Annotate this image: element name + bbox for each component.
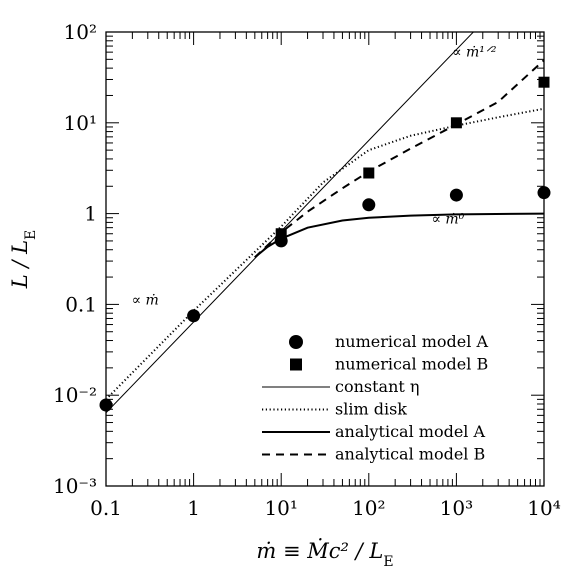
annotation: ∝ ṁ	[132, 292, 159, 308]
x-tick-label: 10²	[352, 496, 385, 520]
annotation: ∝ ṁ¹ᐟ²	[452, 44, 497, 60]
legend-label-numerical-model-a: numerical model A	[335, 332, 488, 351]
numerical-model-a-point	[449, 188, 463, 202]
y-tick-label: 10²	[64, 20, 97, 44]
numerical-model-b-point	[363, 167, 375, 179]
legend-marker-numerical-model-a	[289, 335, 303, 349]
legend-label-analytical-model-a: analytical model A	[335, 422, 486, 441]
y-tick-label: 1	[84, 202, 97, 226]
x-tick-label: 10⁴	[527, 496, 560, 520]
tick-labels: 0.1 1 10¹ 10² 10³ 10⁴ 10⁻³ 10⁻² 0.1 1 10¹ 10²	[53, 20, 561, 520]
plot-frame	[105, 31, 545, 487]
y-tick-label: 10¹	[64, 111, 97, 135]
numerical-model-a-point	[362, 198, 376, 212]
y-tick-label: 10⁻²	[53, 383, 97, 407]
y-tick-label: 10⁻³	[53, 474, 97, 498]
annotation: ∝ ṁ⁰	[432, 211, 465, 227]
legend-label-slim-disk: slim disk	[335, 400, 407, 419]
annotations: ∝ ṁ ∝ ṁ⁰ ∝ ṁ¹ᐟ²	[132, 44, 497, 308]
legend-label-constant: constant η	[335, 377, 419, 396]
y-axis-label: L / LE	[8, 230, 39, 290]
analytical-model-a-line	[254, 212, 544, 259]
numerical-model-b-point	[450, 117, 462, 129]
analytical-model-b-line	[254, 59, 544, 259]
constant-line	[106, 32, 475, 414]
axis-ticks	[105, 31, 545, 487]
legend-marker-numerical-model-b	[290, 358, 302, 371]
x-tick-label: 0.1	[90, 496, 122, 520]
legend-label-analytical-model-b: analytical model B	[335, 445, 485, 464]
x-tick-label: 1	[187, 496, 200, 520]
x-axis-label: ṁ ≡ Ṁc² / LE	[256, 539, 393, 570]
x-tick-label: 10³	[440, 496, 473, 520]
legend-label-numerical-model-b: numerical model B	[335, 355, 488, 374]
legend: numerical model A numerical model B consta…	[262, 332, 488, 464]
y-tick-label: 0.1	[65, 292, 97, 316]
x-tick-label: 10¹	[264, 496, 297, 520]
